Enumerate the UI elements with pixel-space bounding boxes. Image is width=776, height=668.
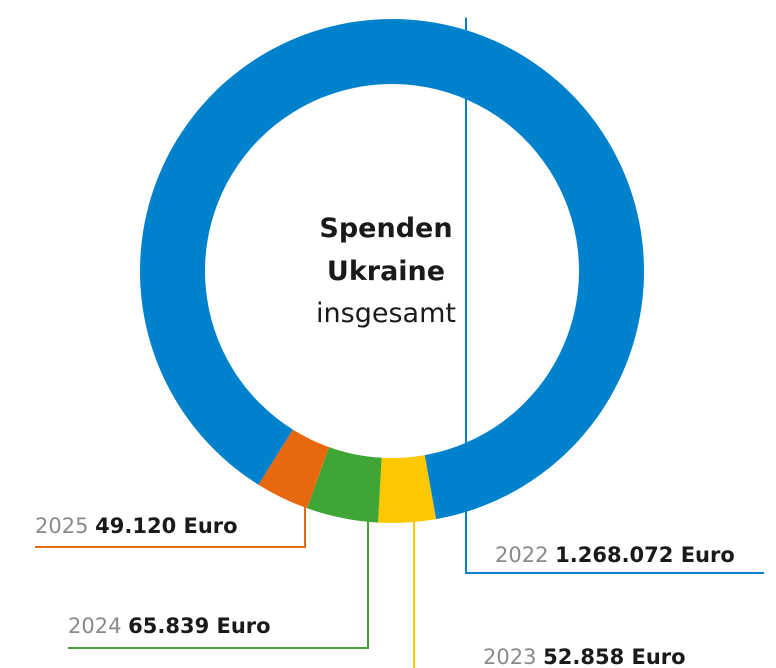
segment-label: 2022 1.268.072 Euro — [495, 543, 735, 567]
segment-label: 2025 49.120 Euro — [35, 514, 238, 538]
leader-line — [68, 512, 369, 649]
segment-label: 2023 52.858 Euro — [483, 645, 686, 668]
value-label: 1.268.072 Euro — [555, 543, 735, 567]
center-subtitle: insgesamt — [316, 298, 456, 329]
segment-label: 2024 65.839 Euro — [68, 614, 271, 638]
center-title: Ukraine — [327, 256, 445, 287]
year-label: 2022 — [495, 543, 548, 567]
center-title: Spenden — [319, 213, 452, 244]
value-label: 65.839 Euro — [128, 614, 270, 638]
year-label: 2023 — [483, 645, 536, 668]
donut-segment — [258, 429, 330, 509]
value-label: 49.120 Euro — [95, 514, 237, 538]
year-label: 2024 — [68, 614, 121, 638]
leader-line — [465, 17, 764, 574]
donut-segment — [307, 447, 382, 523]
value-label: 52.858 Euro — [543, 645, 685, 668]
year-label: 2025 — [35, 514, 88, 538]
donut-segment — [378, 455, 437, 524]
leader-line — [35, 491, 306, 548]
